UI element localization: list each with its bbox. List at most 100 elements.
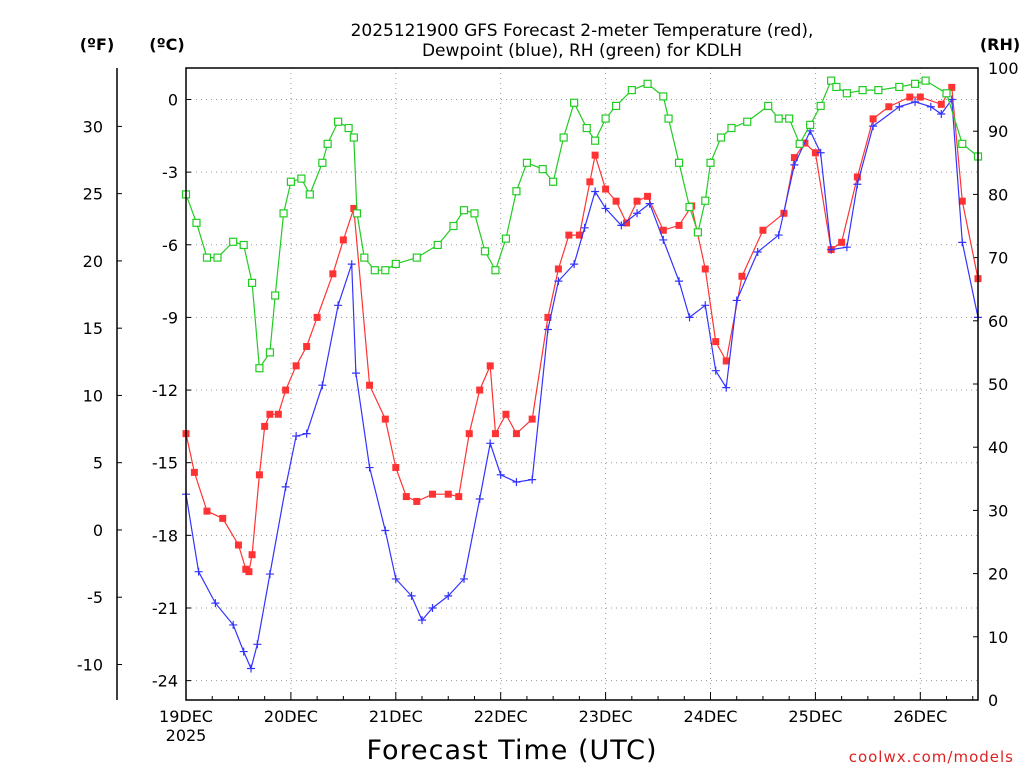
- data-point: [633, 197, 641, 205]
- data-point: [297, 174, 306, 183]
- data-point: [738, 272, 746, 280]
- data-point: [528, 415, 536, 423]
- x-tick-label: 25DEC: [788, 707, 842, 726]
- data-point: [413, 497, 421, 505]
- data-point: [344, 123, 353, 133]
- data-point: [334, 301, 343, 310]
- rh-tick-label: 30: [988, 501, 1008, 520]
- data-point: [282, 386, 290, 394]
- data-point: [659, 235, 668, 244]
- data-point: [586, 178, 594, 186]
- data-point: [412, 253, 421, 262]
- data-point: [926, 102, 935, 111]
- series-rh: [181, 76, 983, 373]
- x-tick-label: 24DEC: [684, 707, 738, 726]
- data-point: [580, 223, 589, 232]
- f-tick-label: 10: [83, 386, 103, 405]
- data-point: [480, 247, 490, 256]
- data-point: [544, 313, 552, 321]
- data-point: [339, 236, 347, 244]
- data-point: [659, 226, 667, 234]
- data-point: [627, 86, 636, 95]
- data-point: [318, 381, 327, 390]
- data-point: [512, 478, 521, 487]
- rh-unit-label: (RH): [980, 35, 1020, 54]
- data-point: [895, 82, 904, 92]
- credit-text: coolwx.com/models: [849, 748, 1014, 766]
- data-point: [522, 158, 532, 167]
- data-point: [407, 591, 416, 600]
- data-point: [685, 202, 694, 212]
- data-point: [255, 471, 263, 479]
- data-point: [674, 158, 684, 167]
- data-point: [958, 139, 967, 148]
- rh-tick-label: 50: [988, 375, 1008, 394]
- data-point: [491, 266, 500, 275]
- data-point: [192, 218, 201, 227]
- data-point: [381, 415, 389, 423]
- data-point: [790, 160, 799, 169]
- data-point: [759, 226, 767, 234]
- data-point: [591, 136, 600, 145]
- data-point: [838, 238, 846, 246]
- data-point: [582, 123, 591, 133]
- data-point: [874, 86, 883, 95]
- data-point: [213, 253, 222, 262]
- data-point: [455, 493, 463, 501]
- data-point: [869, 115, 877, 123]
- data-point: [253, 640, 262, 649]
- data-point: [722, 383, 731, 392]
- rh-tick-label: 70: [988, 249, 1008, 268]
- data-point: [554, 265, 562, 273]
- data-point: [502, 410, 510, 418]
- data-point: [229, 237, 238, 246]
- data-point: [512, 430, 520, 438]
- data-point: [570, 98, 579, 107]
- data-point: [365, 463, 374, 472]
- data-point: [911, 97, 920, 106]
- data-point: [351, 369, 360, 378]
- data-point: [418, 616, 427, 625]
- data-point: [910, 79, 920, 88]
- c-tick-label: -18: [152, 526, 178, 545]
- fahrenheit-axis: 30 25 20 15 10 5 0 -5 -10: [77, 117, 122, 674]
- data-point: [429, 490, 437, 498]
- rh-tick-label: 60: [988, 312, 1008, 331]
- data-point: [575, 231, 583, 239]
- data-point: [712, 338, 720, 346]
- data-point: [869, 122, 878, 131]
- data-point: [827, 76, 836, 85]
- data-point: [701, 301, 710, 310]
- data-point: [239, 240, 248, 250]
- data-point: [722, 357, 730, 365]
- data-point: [391, 259, 400, 269]
- data-point: [753, 248, 762, 257]
- data-point: [491, 430, 499, 438]
- data-point: [858, 86, 867, 95]
- data-point: [239, 647, 248, 656]
- data-point: [774, 231, 783, 240]
- rh-tick-label: 100: [988, 59, 1019, 78]
- data-point: [247, 278, 257, 287]
- data-point: [329, 270, 337, 278]
- f-tick-label: 0: [93, 521, 103, 540]
- data-point: [811, 149, 819, 157]
- fahrenheit-unit-label: (ºF): [80, 35, 115, 54]
- data-point: [265, 348, 275, 357]
- data-point: [906, 93, 914, 101]
- data-point: [565, 231, 573, 239]
- data-point: [554, 277, 563, 286]
- data-point: [334, 117, 343, 126]
- data-point: [476, 386, 484, 394]
- x-tick-label: 20DEC: [264, 707, 318, 726]
- data-point: [591, 187, 600, 196]
- data-point: [402, 493, 410, 501]
- data-point: [601, 204, 610, 213]
- data-point: [347, 260, 356, 269]
- data-point: [612, 197, 620, 205]
- data-point: [229, 620, 238, 629]
- c-tick-label: -15: [152, 454, 178, 473]
- data-point: [292, 362, 300, 370]
- data-point: [381, 266, 390, 275]
- data-point: [617, 221, 626, 230]
